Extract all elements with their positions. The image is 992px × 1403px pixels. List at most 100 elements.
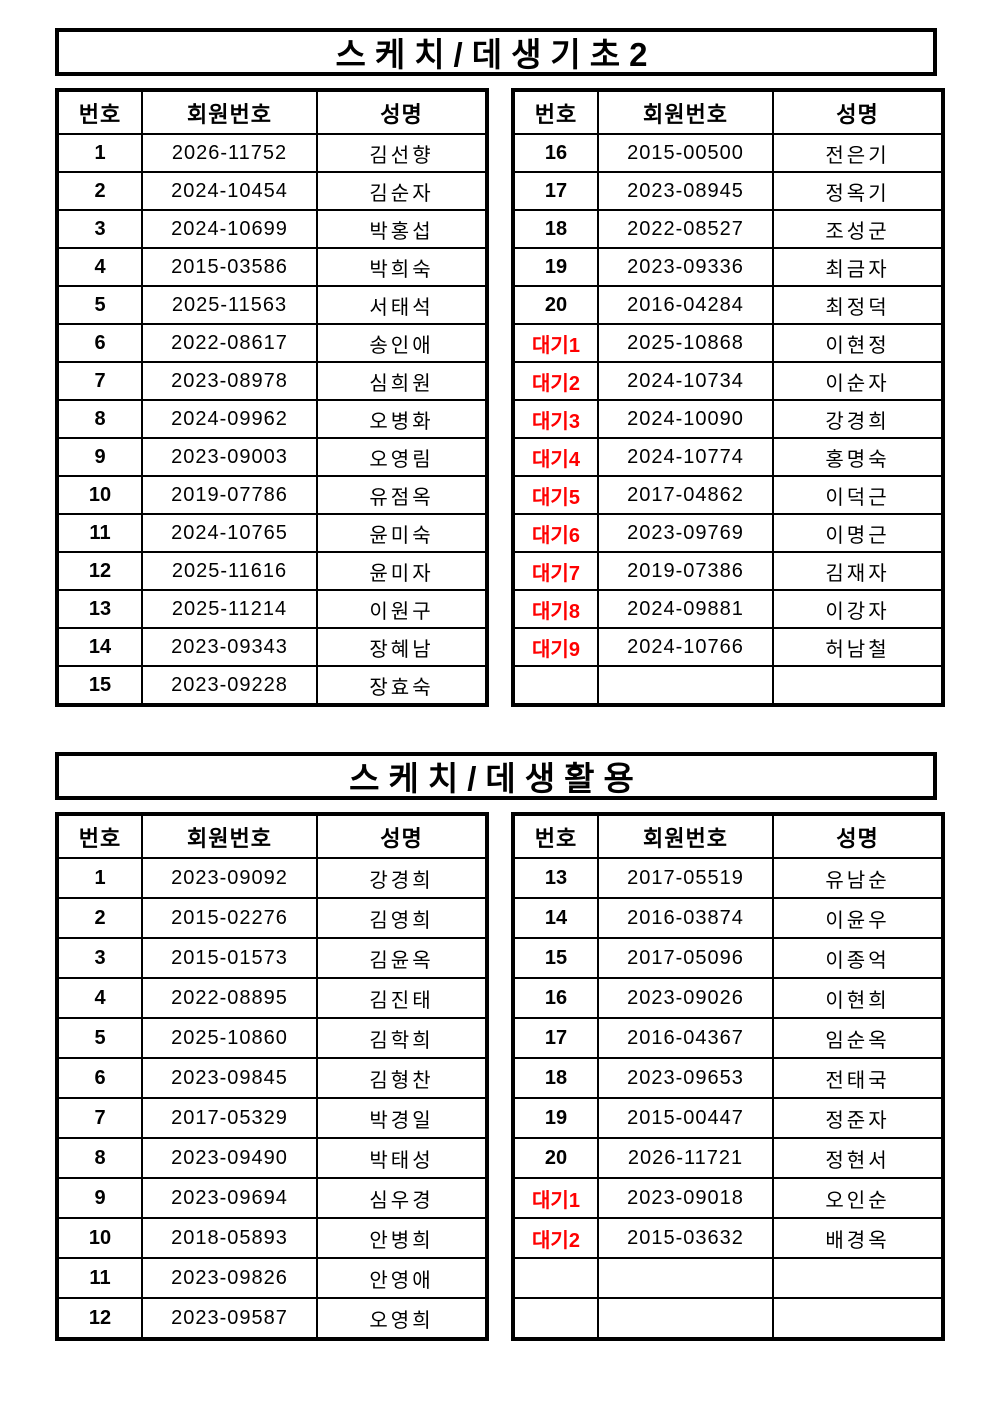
- member-name: 정옥기: [772, 171, 944, 211]
- member-id: 2022-08895: [141, 977, 318, 1019]
- member-name: 김선향: [316, 133, 488, 173]
- row-number: 7: [56, 361, 143, 401]
- member-id: 2023-09026: [597, 977, 774, 1019]
- table-row: 4 2022-08895 김진태: [56, 977, 488, 1019]
- col-header-no: 번호: [512, 813, 599, 859]
- row-number: 16: [512, 133, 599, 173]
- table-row: 20 2026-11721 정현서: [512, 1137, 944, 1179]
- row-number: 17: [512, 171, 599, 211]
- col-header-member-id: 회원번호: [141, 89, 318, 135]
- member-name: 박홍섭: [316, 209, 488, 249]
- table-row: 9 2023-09003 오영림: [56, 437, 488, 477]
- row-number: 10: [56, 1217, 143, 1259]
- member-name: 안병희: [316, 1217, 488, 1259]
- table-row: 8 2023-09490 박태성: [56, 1137, 488, 1179]
- table-row: 18 2022-08527 조성군: [512, 209, 944, 249]
- row-number: 대기2: [512, 1217, 599, 1259]
- row-number: 12: [56, 551, 143, 591]
- table-row: [512, 1297, 944, 1340]
- header-row: 번호 회원번호 성명: [512, 89, 944, 135]
- row-number: 8: [56, 1137, 143, 1179]
- member-id: 2015-03586: [141, 247, 318, 287]
- member-name: 김순자: [316, 171, 488, 211]
- member-name: 배경옥: [772, 1217, 944, 1259]
- member-name: 전태국: [772, 1057, 944, 1099]
- member-name: 박경일: [316, 1097, 488, 1139]
- member-name: 송인애: [316, 323, 488, 363]
- row-number: 대기1: [512, 1177, 599, 1219]
- table-row: 20 2016-04284 최정덕: [512, 285, 944, 325]
- table-row: 2 2015-02276 김영희: [56, 897, 488, 939]
- member-id: 2025-11616: [141, 551, 318, 591]
- member-id: 2023-08978: [141, 361, 318, 401]
- member-id: 2019-07786: [141, 475, 318, 515]
- row-number: 8: [56, 399, 143, 439]
- roster-tables: 번호 회원번호 성명 1 2026-11752 김선향 2 2024-10454 김순자 3 202…: [55, 88, 945, 707]
- member-id: 2025-10860: [141, 1017, 318, 1059]
- roster-tables: 번호 회원번호 성명 1 2023-09092 강경희 2 2015-02276 김영희 3 201…: [55, 812, 945, 1341]
- row-number: [512, 1297, 599, 1340]
- member-name: 임순옥: [772, 1017, 944, 1059]
- row-number: 4: [56, 977, 143, 1019]
- member-id: 2024-10454: [141, 171, 318, 211]
- member-name: 조성군: [772, 209, 944, 249]
- row-number: 15: [512, 937, 599, 979]
- member-id: 2023-09845: [141, 1057, 318, 1099]
- row-number: 대기9: [512, 627, 599, 667]
- member-id: 2024-10090: [597, 399, 774, 439]
- row-number: 16: [512, 977, 599, 1019]
- member-name: 최정덕: [772, 285, 944, 325]
- table-row: 19 2015-00447 정준자: [512, 1097, 944, 1139]
- member-id: 2024-10734: [597, 361, 774, 401]
- member-name: 전은기: [772, 133, 944, 173]
- member-id: 2024-09881: [597, 589, 774, 629]
- member-name: 장효숙: [316, 665, 488, 706]
- table-row: 대기6 2023-09769 이명근: [512, 513, 944, 553]
- member-id: 2026-11752: [141, 133, 318, 173]
- row-number: 1: [56, 133, 143, 173]
- member-name: 이종억: [772, 937, 944, 979]
- row-number: 13: [512, 857, 599, 899]
- table-row: 대기2 2015-03632 배경옥: [512, 1217, 944, 1259]
- table-row: 13 2025-11214 이원구: [56, 589, 488, 629]
- member-name: 강경희: [772, 399, 944, 439]
- member-name: 서태석: [316, 285, 488, 325]
- member-name: [772, 665, 944, 706]
- table-row: 12 2023-09587 오영희: [56, 1297, 488, 1340]
- row-number: 18: [512, 1057, 599, 1099]
- member-name: 정현서: [772, 1137, 944, 1179]
- member-name: 이원구: [316, 589, 488, 629]
- table-row: 7 2017-05329 박경일: [56, 1097, 488, 1139]
- table-row: 8 2024-09962 오병화: [56, 399, 488, 439]
- header-row: 번호 회원번호 성명: [56, 813, 488, 859]
- member-name: 김학희: [316, 1017, 488, 1059]
- roster-table-right: 번호 회원번호 성명 13 2017-05519 유남순 14 2016-03874 이윤우 15…: [511, 812, 945, 1341]
- table-row: 대기4 2024-10774 홍명숙: [512, 437, 944, 477]
- header-row: 번호 회원번호 성명: [512, 813, 944, 859]
- member-name: 유남순: [772, 857, 944, 899]
- row-number: 10: [56, 475, 143, 515]
- member-name: 이명근: [772, 513, 944, 553]
- member-id: 2026-11721: [597, 1137, 774, 1179]
- member-name: 이윤우: [772, 897, 944, 939]
- member-name: [772, 1257, 944, 1299]
- member-name: 유점옥: [316, 475, 488, 515]
- member-id: 2023-09653: [597, 1057, 774, 1099]
- table-row: 2 2024-10454 김순자: [56, 171, 488, 211]
- member-id: 2022-08527: [597, 209, 774, 249]
- row-number: 3: [56, 209, 143, 249]
- row-number: 5: [56, 285, 143, 325]
- row-number: 4: [56, 247, 143, 287]
- table-row: 16 2023-09026 이현희: [512, 977, 944, 1019]
- member-id: 2023-09694: [141, 1177, 318, 1219]
- row-number: 대기5: [512, 475, 599, 515]
- table-row: 18 2023-09653 전태국: [512, 1057, 944, 1099]
- member-name: 오영림: [316, 437, 488, 477]
- member-name: 안영애: [316, 1257, 488, 1299]
- member-id: 2023-09228: [141, 665, 318, 706]
- member-name: 심희원: [316, 361, 488, 401]
- member-id: 2017-05519: [597, 857, 774, 899]
- table-row: 1 2026-11752 김선향: [56, 133, 488, 173]
- member-id: 2023-08945: [597, 171, 774, 211]
- row-number: 11: [56, 1257, 143, 1299]
